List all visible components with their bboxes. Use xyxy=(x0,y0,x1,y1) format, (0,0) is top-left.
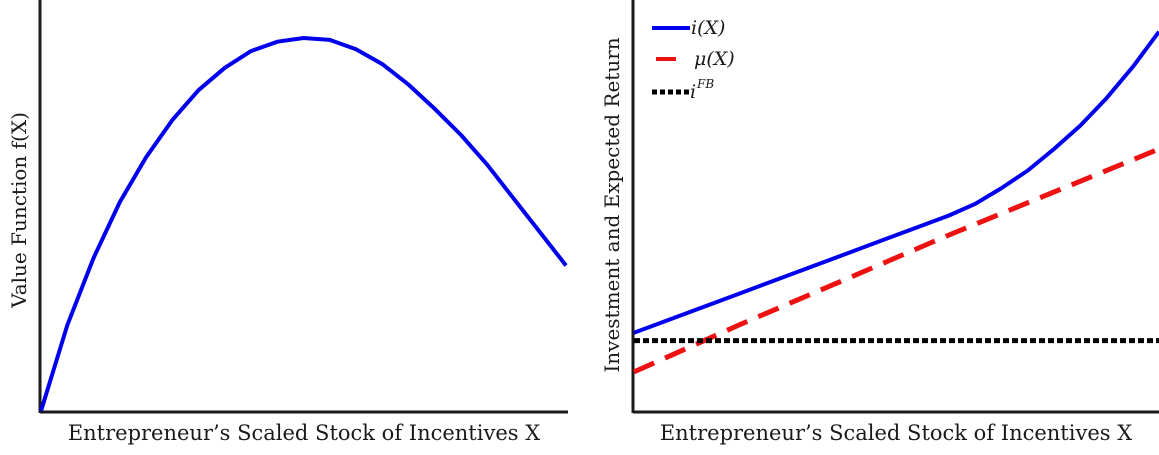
legend-entry-i: i(X) xyxy=(652,17,725,39)
right-x-axis-label: Entrepreneur’s Scaled Stock of Incentive… xyxy=(660,421,1132,445)
left-x-axis-label: Entrepreneur’s Scaled Stock of Incentive… xyxy=(68,421,540,445)
right-series-line--x xyxy=(632,146,1159,375)
legend: i(X) μ(X) i FB xyxy=(652,17,735,103)
left-y-axis-label: Value Function f(X) xyxy=(7,112,31,309)
legend-label-mu: μ(X) xyxy=(694,48,735,70)
right-plot-area xyxy=(632,30,1159,375)
legend-entry-mu: μ(X) xyxy=(656,48,735,70)
legend-label-i: i(X) xyxy=(691,17,725,39)
legend-label-ifb: i xyxy=(690,81,696,103)
left-series-line-value-function xyxy=(39,36,568,412)
legend-entry-ifb: i FB xyxy=(652,77,714,103)
left-plot-area xyxy=(39,36,568,412)
right-y-axis-label: Investment and Expected Return xyxy=(600,37,624,372)
legend-label-ifb-superscript: FB xyxy=(696,77,714,91)
right-panel: Entrepreneur’s Scaled Stock of Incentive… xyxy=(600,0,1159,445)
left-panel: Entrepreneur’s Scaled Stock of Incentive… xyxy=(7,0,568,445)
right-series-line-i-x xyxy=(633,30,1159,335)
